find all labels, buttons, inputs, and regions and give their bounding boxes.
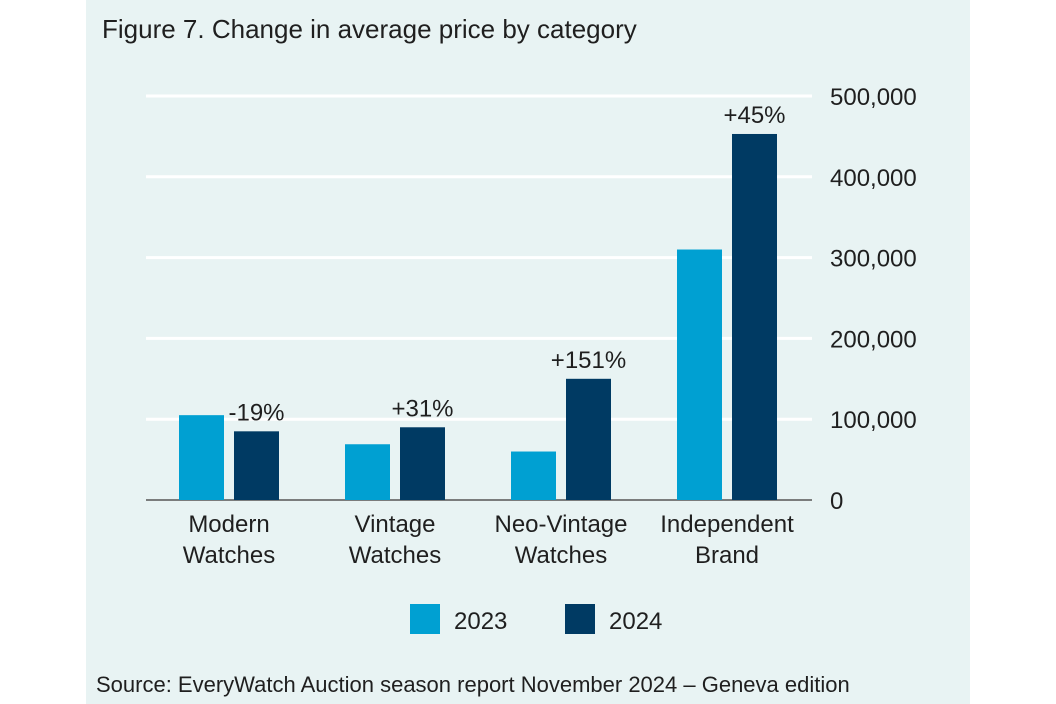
- change-annotation: -19%: [228, 399, 284, 426]
- y-tick-label: 300,000: [830, 246, 917, 273]
- category-label: Independent: [660, 511, 794, 538]
- legend-swatch: [410, 604, 440, 634]
- category-label: Watches: [349, 542, 441, 569]
- category-label: Watches: [183, 542, 275, 569]
- category-label: Vintage: [355, 511, 436, 538]
- change-annotation: +31%: [391, 395, 453, 422]
- chart-panel: [86, 0, 970, 704]
- y-tick-label: 400,000: [830, 165, 917, 192]
- legend-swatch: [565, 604, 595, 634]
- source-note: Source: EveryWatch Auction season report…: [96, 672, 850, 697]
- bar-2023: [345, 444, 390, 500]
- y-tick-label: 200,000: [830, 326, 917, 353]
- change-annotation: +45%: [723, 102, 785, 129]
- bar-2023: [511, 451, 556, 500]
- legend-label: 2023: [454, 608, 507, 635]
- chart-title: Figure 7. Change in average price by cat…: [102, 14, 637, 44]
- change-annotation: +151%: [551, 347, 626, 374]
- category-label: Neo-Vintage: [495, 511, 628, 538]
- bar-2024: [566, 378, 611, 500]
- legend-label: 2024: [609, 608, 662, 635]
- category-label: Watches: [515, 542, 607, 569]
- y-tick-label: 100,000: [830, 407, 917, 434]
- bar-2024: [234, 431, 279, 500]
- bar-2023: [179, 415, 224, 500]
- legend: 2023 2024: [410, 604, 662, 635]
- category-label: Brand: [695, 542, 759, 569]
- y-tick-label: 0: [830, 488, 843, 515]
- category-label: Modern: [188, 511, 269, 538]
- bar-2024: [732, 133, 777, 500]
- bars: [179, 133, 777, 500]
- bar-2024: [400, 427, 445, 500]
- bar-2023: [677, 249, 722, 500]
- labels: 0 100,000 200,000 300,000 400,000 500,000 -19%…: [183, 84, 917, 569]
- y-tick-label: 500,000: [830, 84, 917, 111]
